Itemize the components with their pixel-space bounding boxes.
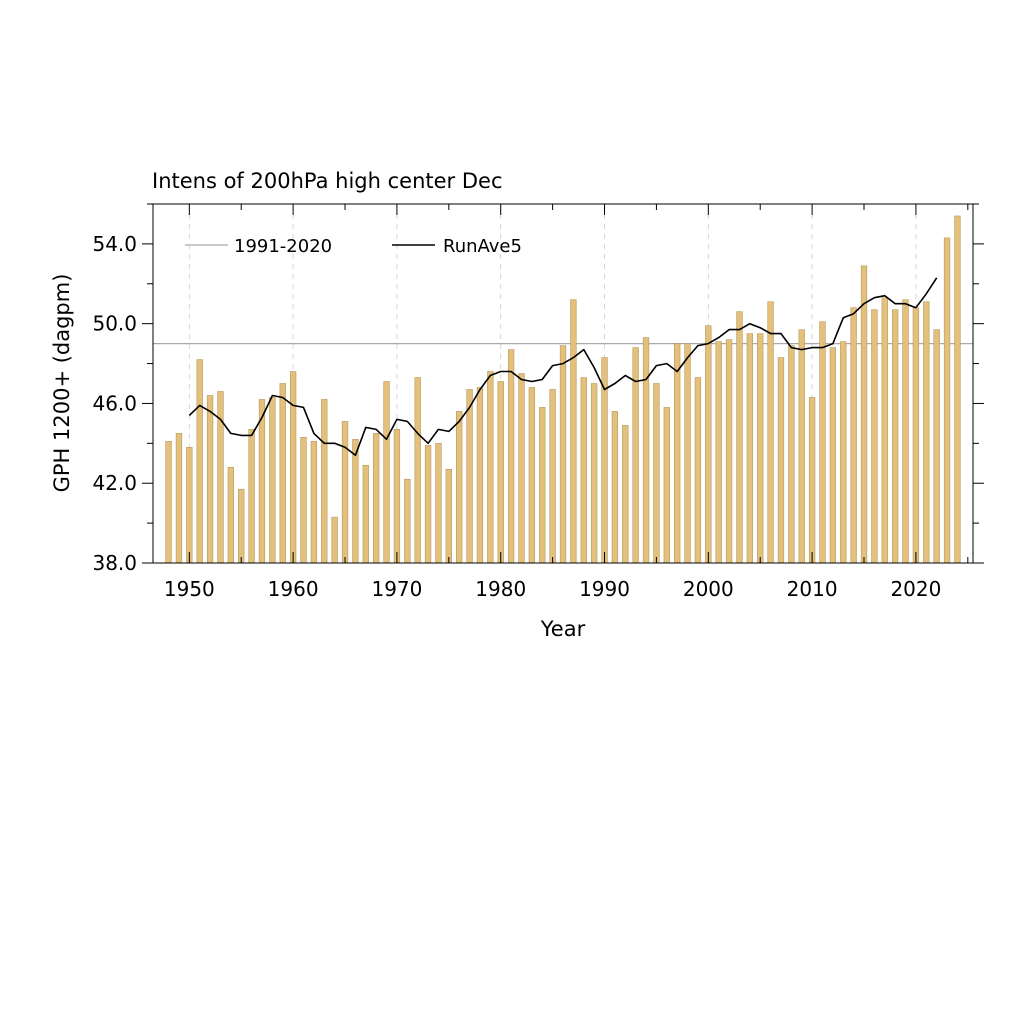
- x-tick-label-1960: 1960: [268, 577, 319, 601]
- bar-1979: [487, 371, 494, 564]
- legend-label-running-mean: RunAve5: [443, 236, 522, 257]
- chart-title: Intens of 200hPa high center Dec: [152, 169, 503, 193]
- bar-2012: [829, 347, 837, 564]
- bar-1994: [642, 337, 650, 564]
- x-tick-label-1970: 1970: [371, 577, 422, 601]
- bar-2008: [788, 345, 795, 564]
- bar-1987: [570, 299, 577, 564]
- bar-1988: [580, 377, 587, 564]
- bar-1950: [186, 447, 193, 564]
- legend-label-climatology: 1991-2020: [234, 236, 332, 257]
- bar-2015: [860, 265, 868, 564]
- bar-1969: [383, 381, 390, 564]
- bar-1963: [321, 399, 328, 564]
- bar-2023: [943, 237, 951, 564]
- bar-1985: [549, 389, 556, 564]
- bar-1984: [539, 407, 546, 564]
- bar-2018: [891, 309, 899, 564]
- y-tick-label-46: 46.0: [92, 391, 137, 415]
- y-tick-label-38: 38.0: [92, 551, 137, 575]
- bar-1972: [414, 377, 421, 564]
- bar-1983: [528, 387, 536, 564]
- bar-1959: [279, 383, 286, 564]
- bar-2001: [715, 341, 722, 564]
- bar-1999: [694, 377, 702, 564]
- y-tick-label-50: 50.0: [92, 312, 137, 336]
- x-tick-label-1990: 1990: [579, 577, 630, 601]
- bar-1978: [476, 387, 484, 564]
- bar-1954: [227, 466, 235, 564]
- bar-1998: [684, 343, 691, 564]
- x-axis-label: Year: [540, 617, 586, 641]
- bar-2004: [746, 333, 753, 564]
- bar-2005: [757, 333, 764, 564]
- bar-1952: [206, 395, 214, 564]
- bar-2022: [933, 329, 940, 564]
- bar-1949: [175, 433, 183, 564]
- bar-2019: [902, 299, 909, 564]
- bar-2010: [808, 397, 816, 564]
- bar-1958: [269, 397, 276, 564]
- bar-1977: [466, 389, 473, 564]
- bar-2020: [912, 307, 920, 564]
- bar-1996: [663, 407, 670, 564]
- bar-1956: [248, 429, 255, 564]
- bar-1961: [300, 437, 307, 564]
- bar-1986: [559, 345, 567, 564]
- bar-1980: [497, 381, 504, 564]
- bar-1957: [258, 399, 266, 564]
- x-tick-label-1980: 1980: [475, 577, 526, 601]
- bar-2000: [705, 325, 712, 564]
- x-tick-label-2000: 2000: [683, 577, 734, 601]
- bar-1964: [331, 516, 338, 564]
- legend: 1991-2020 RunAve5: [185, 236, 522, 257]
- bar-1951: [196, 359, 203, 564]
- bar-1971: [404, 478, 411, 564]
- bar-2016: [871, 309, 878, 564]
- bar-1965: [341, 421, 349, 564]
- bar-1948: [165, 441, 172, 564]
- bar-2007: [777, 357, 785, 564]
- x-tick-label-2010: 2010: [787, 577, 838, 601]
- bar-2009: [798, 329, 805, 564]
- bar-1992: [622, 425, 629, 564]
- y-tick-label-54: 54.0: [92, 232, 137, 256]
- bar-2013: [840, 341, 847, 564]
- bar-1989: [590, 383, 598, 564]
- bar-2011: [819, 321, 826, 564]
- bar-2014: [850, 307, 857, 564]
- bar-1991: [611, 411, 619, 564]
- bar-1976: [456, 411, 463, 564]
- bar-2017: [881, 297, 888, 564]
- bar-1955: [238, 488, 245, 564]
- bar-1968: [373, 433, 380, 564]
- bar-2006: [767, 301, 774, 564]
- bar-1981: [507, 349, 515, 564]
- x-tick-label-1950: 1950: [164, 577, 215, 601]
- bar-1967: [362, 464, 369, 564]
- bar-1982: [518, 373, 525, 564]
- bar-2002: [725, 339, 733, 564]
- bar-1974: [435, 443, 442, 564]
- bar-1975: [445, 468, 452, 564]
- plot-frame: [152, 203, 974, 564]
- bar-1997: [674, 343, 681, 564]
- x-tick-label-2020: 2020: [890, 577, 941, 601]
- bar-1973: [424, 445, 432, 564]
- bar-1960: [289, 371, 297, 564]
- y-axis-label: GPH 1200+ (dagpm): [50, 274, 74, 493]
- bars-layer: [165, 215, 961, 564]
- running-mean-line: [188, 277, 938, 457]
- bar-1995: [653, 383, 660, 564]
- bar-2024: [954, 215, 961, 564]
- bar-2003: [736, 311, 743, 564]
- running-mean-layer: [188, 277, 938, 457]
- y-tick-label-42: 42.0: [92, 471, 137, 495]
- ticks-layer: 1950 1960 1970 1980 1990 2000 2010 2020 38.0 42.0…: [92, 203, 984, 601]
- bar-2021: [923, 301, 930, 564]
- bar-1970: [393, 429, 401, 564]
- bar-1966: [352, 439, 359, 564]
- bar-1962: [310, 441, 318, 564]
